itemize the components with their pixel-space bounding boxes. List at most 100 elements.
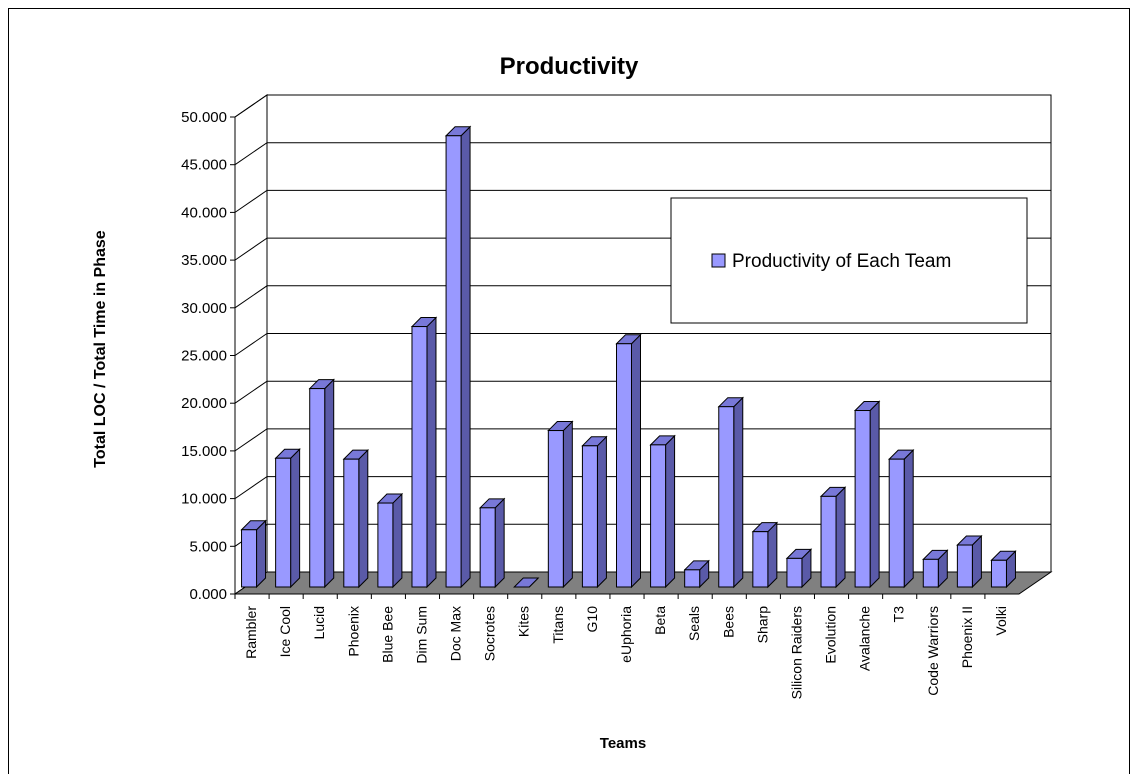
bar (513, 577, 540, 588)
bar (274, 448, 301, 589)
bar (751, 521, 779, 589)
bar-side (562, 420, 573, 589)
x-tick-label: Bees (720, 606, 736, 638)
bar-side (835, 486, 846, 589)
bar (615, 333, 642, 589)
x-tick-label: Sharp (754, 606, 770, 644)
bar (444, 125, 472, 589)
x-tick-label: eUphoria (618, 606, 634, 663)
y-tick-label: 30.000 (181, 300, 227, 317)
bar (956, 534, 983, 589)
legend-series-label: Productivity of Each Team (732, 251, 951, 272)
bar (342, 448, 370, 589)
x-tick-label: Kites (516, 606, 532, 637)
x-axis-label: Teams (600, 735, 646, 752)
bar (785, 548, 813, 589)
gridline (234, 476, 1051, 500)
bar-top (513, 577, 540, 588)
bar-side (733, 396, 744, 589)
bar-front (888, 458, 905, 588)
bar-front (309, 388, 326, 588)
y-axis-ticks: 0.000 5.000 10.000 15.000 20.000 25.000 30.000… (181, 109, 236, 603)
bar-side (494, 497, 505, 589)
x-tick-label: T3 (891, 606, 907, 623)
y-tick-label: 35.000 (181, 252, 227, 269)
bar-front (752, 531, 769, 588)
bar (240, 519, 267, 589)
x-tick-label: Phoenix (345, 606, 361, 657)
gridline (234, 94, 1051, 118)
x-tick-label: Blue Bee (379, 606, 395, 663)
bar-side (392, 492, 403, 589)
gridline (234, 380, 1051, 404)
bar (376, 492, 404, 589)
x-tick-label: Beta (652, 606, 668, 635)
bar-front (922, 558, 939, 588)
bar (308, 378, 335, 589)
bar (853, 400, 881, 589)
bar-front (616, 343, 632, 588)
y-tick-label: 45.000 (181, 157, 227, 174)
bar-side (665, 434, 676, 589)
bar-side (460, 125, 471, 589)
bar (581, 435, 608, 589)
x-tick-label: Seals (686, 606, 702, 641)
x-tick-label: Evolution (823, 606, 839, 664)
bar-front (547, 430, 564, 588)
legend-swatch (711, 253, 726, 268)
x-tick-label: Volki (993, 606, 1009, 636)
bar-front (650, 444, 667, 588)
bar-front (718, 406, 735, 588)
y-tick-label: 20.000 (181, 395, 227, 412)
bar-front (956, 544, 973, 588)
bar-front (377, 502, 394, 588)
x-tick-label: Ice Cool (277, 606, 293, 657)
x-tick-label: Silicon Raiders (788, 606, 804, 699)
y-tick-label: 15.000 (181, 443, 227, 460)
legend: Productivity of Each Team (670, 197, 1028, 324)
chart-frame: Productivity 0.000 5.000 10.000 15.000 20.00… (8, 8, 1130, 774)
x-tick-label: Doc Max (448, 606, 464, 661)
bar-front (684, 569, 701, 588)
bar-side (903, 448, 914, 589)
x-tick-label: Phoenix II (959, 606, 975, 668)
bars (240, 125, 1017, 589)
bar-front (581, 445, 598, 588)
bar-front (241, 529, 258, 588)
x-tick-label: Titans (550, 606, 566, 644)
bar (990, 550, 1017, 589)
bar-front (275, 457, 292, 588)
bar (478, 497, 506, 589)
bar-side (767, 521, 778, 589)
bar (649, 434, 676, 589)
x-tick-label: Lucid (311, 606, 327, 639)
bar-front (854, 410, 871, 588)
bar (410, 316, 438, 589)
x-tick-label: G10 (584, 606, 600, 633)
bar-side (358, 448, 369, 589)
chart-title: Productivity (500, 53, 639, 80)
x-tick-label: Rambler (243, 606, 259, 659)
bar-front (786, 557, 803, 588)
bar-front (479, 507, 496, 588)
bar (547, 420, 574, 589)
bar-front (343, 458, 360, 588)
x-axis-ticks: Rambler Ice Cool Lucid Phoenix Blue Bee Dim S… (234, 593, 1019, 699)
y-axis-label: Total LOC / Total Time in Phase (92, 230, 109, 467)
bar-side (324, 378, 335, 589)
bar-side (290, 448, 301, 589)
x-tick-label: Dim Sum (413, 606, 429, 664)
bar-side (869, 400, 880, 589)
bar-front (445, 135, 462, 588)
gridline (234, 428, 1051, 452)
gridline (234, 189, 1051, 213)
bar-side (631, 333, 641, 589)
bar-front (820, 495, 837, 588)
y-tick-label: 25.000 (181, 348, 227, 365)
bar-front (990, 559, 1007, 588)
bar-chart: Productivity 0.000 5.000 10.000 15.000 20.00… (92, 53, 1053, 752)
x-tick-label: Avalanche (857, 606, 873, 671)
bar-side (596, 435, 607, 589)
bar-side (256, 519, 267, 589)
bar-side (426, 316, 437, 589)
